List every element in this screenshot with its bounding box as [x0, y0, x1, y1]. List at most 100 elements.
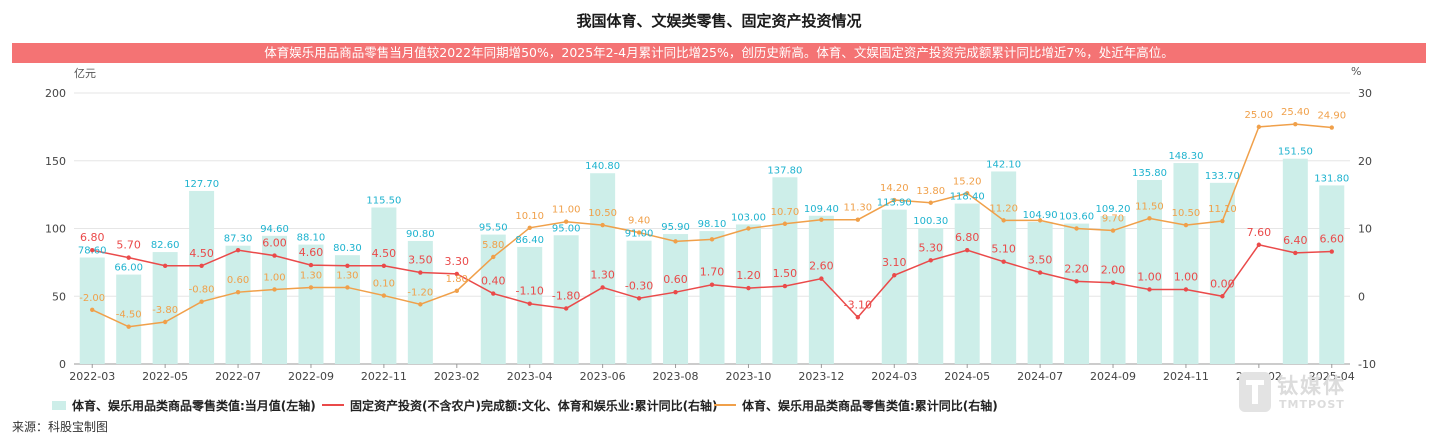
bar	[808, 215, 834, 364]
retail-cumulative-series-point	[709, 237, 715, 242]
retail-cumulative-label: 1.30	[300, 270, 322, 281]
retail-cumulative-series-point	[308, 285, 314, 290]
retail-cumulative-label: 0.60	[227, 275, 249, 286]
investment-series-point	[199, 263, 204, 268]
investment-series-point	[673, 289, 678, 295]
retail-cumulative-series-point	[892, 197, 897, 203]
bar	[1136, 179, 1162, 364]
retail-cumulative-label: 15.20	[953, 176, 982, 187]
bar	[480, 234, 506, 364]
investment-series-point	[1220, 294, 1225, 299]
retail-cumulative-series-point	[1037, 218, 1043, 223]
investment-series-point	[782, 283, 788, 289]
bar-value-label: 113.90	[877, 198, 912, 209]
investment-value-label: -1.10	[515, 285, 543, 298]
legend-item-bar[interactable]: 体育、娱乐用品类商品零售类值:当月值(左轴)	[52, 396, 316, 414]
retail-cumulative-label: 10.50	[1172, 208, 1201, 219]
bar	[1027, 221, 1053, 364]
retail-cumulative-label: -2.00	[79, 293, 105, 304]
investment-value-label: 6.40	[1283, 234, 1308, 247]
left-axis-tick: 150	[45, 155, 66, 168]
investment-series-point	[381, 263, 387, 268]
investment-value-label: 6.80	[80, 231, 105, 244]
retail-cumulative-series-point	[418, 302, 423, 307]
investment-value-label: 1.30	[590, 268, 615, 281]
investment-value-label: 1.50	[773, 267, 798, 280]
investment-series-point	[1293, 250, 1298, 256]
bar	[116, 274, 142, 364]
investment-series-point	[126, 255, 131, 260]
bar	[991, 171, 1017, 364]
investment-series-point	[1074, 279, 1079, 284]
investment-value-label: 3.50	[1028, 254, 1053, 267]
investment-series-point	[1037, 270, 1043, 275]
investment-value-label: 6.60	[1320, 233, 1345, 246]
chart-title: 我国体育、文娱类零售、固定资产投资情况	[576, 12, 862, 30]
retail-cumulative-series-point	[636, 230, 642, 235]
investment-value-label: 0.00	[1210, 277, 1235, 290]
retail-cumulative-series-point	[1074, 226, 1079, 231]
retail-cumulative-label: 1.80	[446, 274, 468, 285]
bar-value-label: 131.80	[1314, 173, 1349, 184]
retail-cumulative-series-point	[90, 307, 95, 312]
investment-value-label: 3.30	[445, 255, 470, 268]
x-tick-label: 2022-09	[288, 370, 334, 383]
retail-cumulative-label: 10.70	[771, 207, 800, 218]
retail-cumulative-label: 11.20	[989, 203, 1018, 214]
retail-cumulative-label: 10.50	[588, 208, 617, 219]
investment-series-point	[600, 285, 605, 290]
watermark: 钛媒体 TMTPOST	[1239, 370, 1369, 414]
retail-cumulative-series-point	[673, 239, 678, 244]
right-axis-tick: 0	[1358, 290, 1365, 303]
retail-cumulative-series-point	[1293, 121, 1298, 127]
bar-value-label: 142.10	[986, 159, 1021, 170]
bar	[1100, 216, 1126, 364]
investment-series-point	[1147, 287, 1152, 292]
bar-value-label: 80.30	[333, 243, 362, 254]
retail-cumulative-series-point	[1147, 216, 1152, 221]
retail-cumulative-series-point	[126, 324, 131, 329]
investment-value-label: 5.10	[991, 243, 1016, 256]
investment-value-label: 3.50	[408, 254, 433, 267]
retail-cumulative-series-point	[563, 219, 569, 224]
bar-value-label: 103.60	[1059, 212, 1094, 223]
retail-cumulative-series-point	[199, 299, 204, 304]
bar	[1173, 163, 1199, 364]
investment-value-label: 5.30	[918, 241, 943, 254]
legend-item-investment[interactable]: 固定资产投资(不含农户)完成额:文化、体育和娱乐业:累计同比(右轴)	[322, 396, 718, 414]
bar	[735, 224, 761, 364]
bar-value-label: 66.00	[114, 263, 143, 274]
retail-cumulative-label: 11.30	[844, 203, 873, 214]
source-note: 来源：科股宝制图	[12, 420, 109, 434]
right-axis-tick: -10	[1358, 358, 1376, 371]
bar	[918, 228, 944, 364]
bar-value-label: 135.80	[1132, 168, 1167, 179]
investment-series-point	[162, 263, 168, 268]
investment-value-label: 0.60	[663, 273, 688, 286]
investment-series-point	[819, 276, 824, 281]
bar	[663, 234, 689, 364]
investment-series-point	[235, 247, 241, 253]
right-axis-tick: 30	[1358, 87, 1372, 100]
legend-item-retail-cum[interactable]: 体育、娱乐用品类商品零售类值:累计同比(右轴)	[714, 396, 998, 414]
bar	[1319, 185, 1345, 364]
x-tick-label: 2023-02	[434, 370, 480, 383]
bar-value-label: 109.40	[804, 204, 839, 215]
investment-series-point	[1001, 259, 1006, 264]
investment-series-point	[90, 247, 95, 253]
bar	[189, 190, 215, 364]
retail-cumulative-series-point	[272, 287, 277, 292]
bar-value-label: 118.40	[950, 192, 985, 203]
bar-value-label: 78.60	[78, 245, 107, 256]
tmtpost-logo-icon	[1239, 372, 1271, 412]
bar	[954, 203, 980, 364]
bar	[1209, 182, 1235, 364]
bar-value-label: 133.70	[1205, 171, 1240, 182]
retail-cumulative-label: 11.10	[1208, 204, 1237, 215]
bar	[225, 245, 251, 364]
watermark-en: TMTPOST	[1279, 398, 1345, 411]
investment-value-label: 4.50	[372, 247, 397, 260]
bar-value-label: 103.00	[731, 212, 766, 223]
retail-cumulative-series-point	[782, 221, 788, 226]
right-axis-unit: %	[1351, 65, 1362, 78]
